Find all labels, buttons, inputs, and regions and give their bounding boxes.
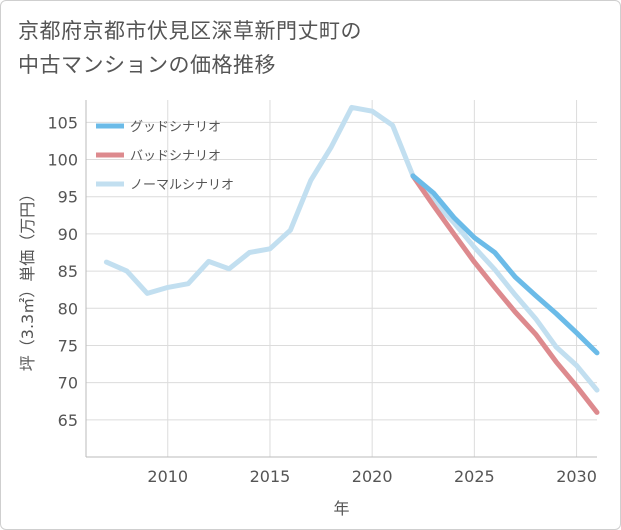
- y-tick-label-75: 75: [58, 336, 78, 355]
- chart-title-line-2: 中古マンションの価格推移: [18, 53, 276, 77]
- series-line-2: [103, 104, 600, 393]
- y-tick-label-95: 95: [58, 188, 78, 207]
- x-axis-label: 年: [333, 499, 349, 518]
- y-tick-label-70: 70: [58, 374, 78, 393]
- series-line-0: [410, 173, 600, 356]
- y-tick-label-105: 105: [47, 113, 78, 132]
- x-tick-label-2010: 2010: [147, 467, 188, 486]
- legend-label-2: ノーマルシナリオ: [130, 178, 234, 193]
- y-tick-label-80: 80: [58, 299, 78, 318]
- y-tick-label-85: 85: [58, 262, 78, 281]
- x-tick-label-2015: 2015: [250, 467, 291, 486]
- series-line-1: [410, 173, 600, 415]
- x-tick-label-2020: 2020: [352, 467, 393, 486]
- y-axis-label: 坪（3.3㎡）単価（万円）: [18, 186, 37, 371]
- chart-title-line-1: 京都府京都市伏見区深草新門丈町の: [18, 19, 362, 43]
- x-tick-label-2025: 2025: [454, 467, 495, 486]
- legend-label-1: バッドシナリオ: [130, 149, 221, 164]
- chart-title: 京都府京都市伏見区深草新門丈町の 中古マンションの価格推移: [18, 14, 608, 82]
- y-tick-label-90: 90: [58, 225, 78, 244]
- y-tick-label-65: 65: [58, 411, 78, 430]
- x-tick-label-2030: 2030: [556, 467, 597, 486]
- y-tick-label-100: 100: [47, 151, 78, 170]
- legend-label-0: グッドシナリオ: [130, 120, 221, 135]
